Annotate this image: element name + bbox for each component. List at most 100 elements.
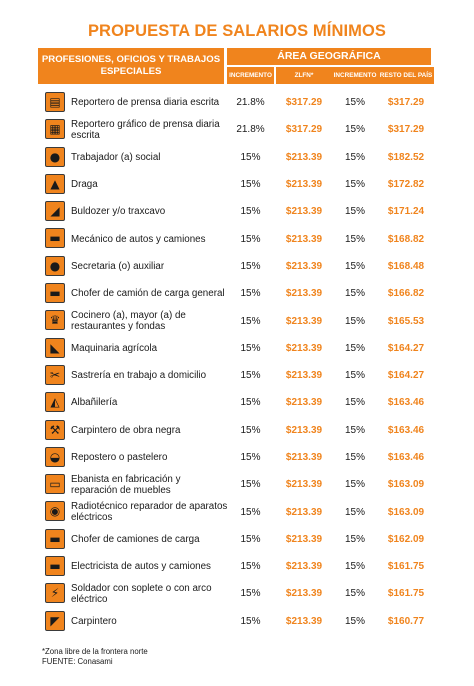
table-row: ◣ Maquinaria agrícola 15% $213.39 15% $164.27 bbox=[0, 335, 474, 362]
salary-rest: $172.82 bbox=[387, 179, 425, 191]
profession-name: Carpintero de obra negra bbox=[71, 424, 181, 436]
table-row: ▬ Chofer de camión de carga general 15% $21… bbox=[0, 280, 474, 307]
increment-zlfn: 15% bbox=[240, 179, 261, 191]
salary-zlfn: $213.39 bbox=[285, 260, 323, 272]
salary-rest: $163.09 bbox=[387, 506, 425, 518]
profession-name: Sastrería en trabajo a domicilio bbox=[71, 370, 207, 382]
increment-rest: 15% bbox=[344, 124, 365, 136]
profession-name: Buldozer y/o traxcavo bbox=[71, 206, 166, 218]
salary-zlfn: $213.39 bbox=[285, 452, 323, 463]
salary-rest: $163.09 bbox=[387, 479, 425, 491]
profession-name: Maquinaria agrícola bbox=[71, 342, 158, 354]
increment-zlfn: 15% bbox=[240, 452, 261, 463]
photo-icon: ▦ bbox=[45, 119, 65, 140]
auto-electric-icon: ▬ bbox=[45, 556, 65, 577]
increment-rest: 15% bbox=[344, 533, 365, 545]
increment-rest: 15% bbox=[344, 206, 365, 218]
increment-zlfn: 15% bbox=[240, 370, 261, 382]
secretary-icon: ● bbox=[45, 255, 65, 276]
increment-rest: 15% bbox=[344, 424, 365, 436]
increment-zlfn: 15% bbox=[240, 479, 261, 491]
mason-icon: ◭ bbox=[45, 392, 65, 413]
table-row: ◒ Repostero o pastelero 15% $213.39 15% $163.… bbox=[0, 444, 474, 471]
welder-icon: ⚡ bbox=[45, 583, 65, 604]
table-row: ♛ Cocinero (a), mayor (a) de restaurantes… bbox=[0, 307, 474, 334]
table-row: ⚒ Carpintero de obra negra 15% $213.39 15% $1… bbox=[0, 417, 474, 444]
salary-zlfn: $213.39 bbox=[285, 233, 323, 245]
table-row: ● Secretaria (o) auxiliar 15% $213.39 15% $16… bbox=[0, 253, 474, 280]
saw-icon: ◤ bbox=[45, 610, 65, 631]
dredge-icon: ▲ bbox=[45, 173, 65, 194]
profession-name: Soldador con soplete o con arco eléctric… bbox=[71, 582, 212, 605]
salary-zlfn: $213.39 bbox=[285, 288, 323, 300]
table-row: ◤ Carpintero 15% $213.39 15% $160.77 bbox=[0, 608, 474, 635]
salary-zlfn: $213.39 bbox=[285, 479, 323, 491]
salary-rest: $160.77 bbox=[387, 615, 425, 627]
increment-zlfn: 15% bbox=[240, 561, 261, 573]
salary-zlfn: $213.39 bbox=[285, 315, 323, 327]
increment-rest: 15% bbox=[344, 315, 365, 327]
salary-zlfn: $213.39 bbox=[285, 561, 323, 573]
increment-zlfn: 15% bbox=[240, 233, 261, 245]
salary-rest: $161.75 bbox=[387, 561, 425, 573]
car-icon: ▬ bbox=[45, 228, 65, 249]
salary-zlfn: $213.39 bbox=[285, 397, 323, 409]
salary-rest: $317.29 bbox=[387, 97, 425, 109]
increment-rest: 15% bbox=[344, 260, 365, 272]
increment-zlfn: 21.8% bbox=[236, 97, 265, 109]
table-row: ▭ Ebanista en fabricación y reparación de… bbox=[0, 471, 474, 498]
salary-rest: $163.46 bbox=[387, 424, 425, 436]
table-row: ⚡ Soldador con soplete o con arco eléctri… bbox=[0, 580, 474, 607]
printer-icon: ▤ bbox=[45, 92, 65, 112]
profession-name: Trabajador (a) social bbox=[71, 151, 161, 163]
salary-zlfn: $213.39 bbox=[285, 370, 323, 382]
sewing-icon: ✂ bbox=[45, 364, 65, 385]
increment-zlfn: 15% bbox=[240, 315, 261, 327]
increment-zlfn: 15% bbox=[240, 588, 261, 600]
profession-name: Ebanista en fabricación y reparación de … bbox=[71, 473, 181, 496]
increment-rest: 15% bbox=[344, 370, 365, 382]
increment-rest: 15% bbox=[344, 561, 365, 573]
tractor-icon: ◣ bbox=[45, 337, 65, 358]
increment-zlfn: 15% bbox=[240, 506, 261, 518]
salary-rest: $166.82 bbox=[387, 288, 425, 300]
salary-rest: $317.29 bbox=[387, 124, 425, 136]
increment-rest: 15% bbox=[344, 615, 365, 627]
salary-zlfn: $213.39 bbox=[285, 342, 323, 354]
profession-name: Draga bbox=[71, 179, 98, 191]
subheader-increment-zlfn: INCREMENTO bbox=[227, 67, 274, 84]
table-row: ▬ Electricista de autos y camiones 15% $213… bbox=[0, 553, 474, 580]
salary-zlfn: $213.39 bbox=[285, 424, 323, 436]
increment-zlfn: 15% bbox=[240, 424, 261, 436]
increment-rest: 15% bbox=[344, 397, 365, 409]
profession-name: Carpintero bbox=[71, 615, 117, 627]
increment-zlfn: 15% bbox=[240, 397, 261, 409]
profession-name: Secretaria (o) auxiliar bbox=[71, 260, 165, 272]
salary-rest: $162.09 bbox=[387, 533, 425, 545]
salary-rest: $163.46 bbox=[387, 452, 425, 463]
increment-rest: 15% bbox=[344, 342, 365, 354]
profession-name: Radiotécnico reparador de aparatos eléct… bbox=[71, 501, 228, 524]
increment-zlfn: 15% bbox=[240, 615, 261, 627]
increment-rest: 15% bbox=[344, 151, 365, 163]
hammer-icon: ⚒ bbox=[45, 419, 65, 440]
increment-zlfn: 15% bbox=[240, 533, 261, 545]
salary-rest: $165.53 bbox=[387, 315, 425, 327]
salary-rest: $182.52 bbox=[387, 151, 425, 163]
increment-rest: 15% bbox=[344, 479, 365, 491]
source-note: FUENTE: Conasami bbox=[42, 657, 113, 666]
header-area: ÁREA GEOGRÁFICA bbox=[227, 48, 431, 65]
increment-rest: 15% bbox=[344, 452, 365, 463]
salary-zlfn: $213.39 bbox=[285, 206, 323, 218]
bulldozer-icon: ◢ bbox=[45, 201, 65, 222]
increment-rest: 15% bbox=[344, 233, 365, 245]
salary-rest: $168.48 bbox=[387, 260, 425, 272]
salary-zlfn: $213.39 bbox=[285, 615, 323, 627]
salary-rest: $161.75 bbox=[387, 588, 425, 600]
profession-name: Cocinero (a), mayor (a) de restaurantes … bbox=[71, 310, 186, 333]
cake-icon: ◒ bbox=[45, 446, 65, 467]
subheader-rest-of-country: RESTO DEL PAÍS bbox=[378, 67, 434, 84]
profession-name: Mecánico de autos y camiones bbox=[71, 233, 206, 245]
salary-zlfn: $213.39 bbox=[285, 179, 323, 191]
cabinet-icon: ▭ bbox=[45, 474, 65, 495]
